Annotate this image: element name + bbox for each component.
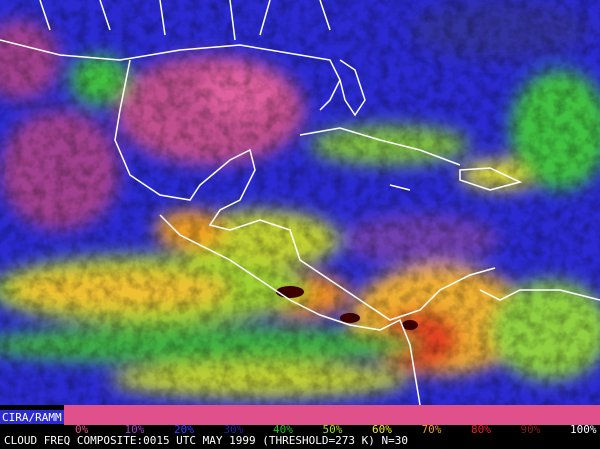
source-box (0, 410, 64, 424)
legend-label: 50% (323, 423, 343, 436)
legend-label: 80% (471, 423, 491, 436)
legend-labels: 0% 10% 20% 30% 40% 50% 60% 70% 80% 90% 100% (75, 423, 597, 436)
color-strip (64, 405, 600, 425)
legend-label: 90% (521, 423, 541, 436)
legend-label: 100% (570, 423, 597, 436)
caption: CLOUD FREQ COMPOSITE:0015 UTC MAY 1999 (… (4, 434, 408, 447)
legend-label: 70% (422, 423, 442, 436)
legend-label: 40% (273, 423, 293, 436)
legend-label: 10% (125, 423, 145, 436)
legend-label: 60% (372, 423, 392, 436)
legend-label: 20% (174, 423, 194, 436)
legend-label: 0% (75, 423, 89, 436)
satellite-map (0, 0, 600, 406)
legend-label: 30% (224, 423, 244, 436)
source-label: CIRA/RAMM (2, 411, 62, 424)
